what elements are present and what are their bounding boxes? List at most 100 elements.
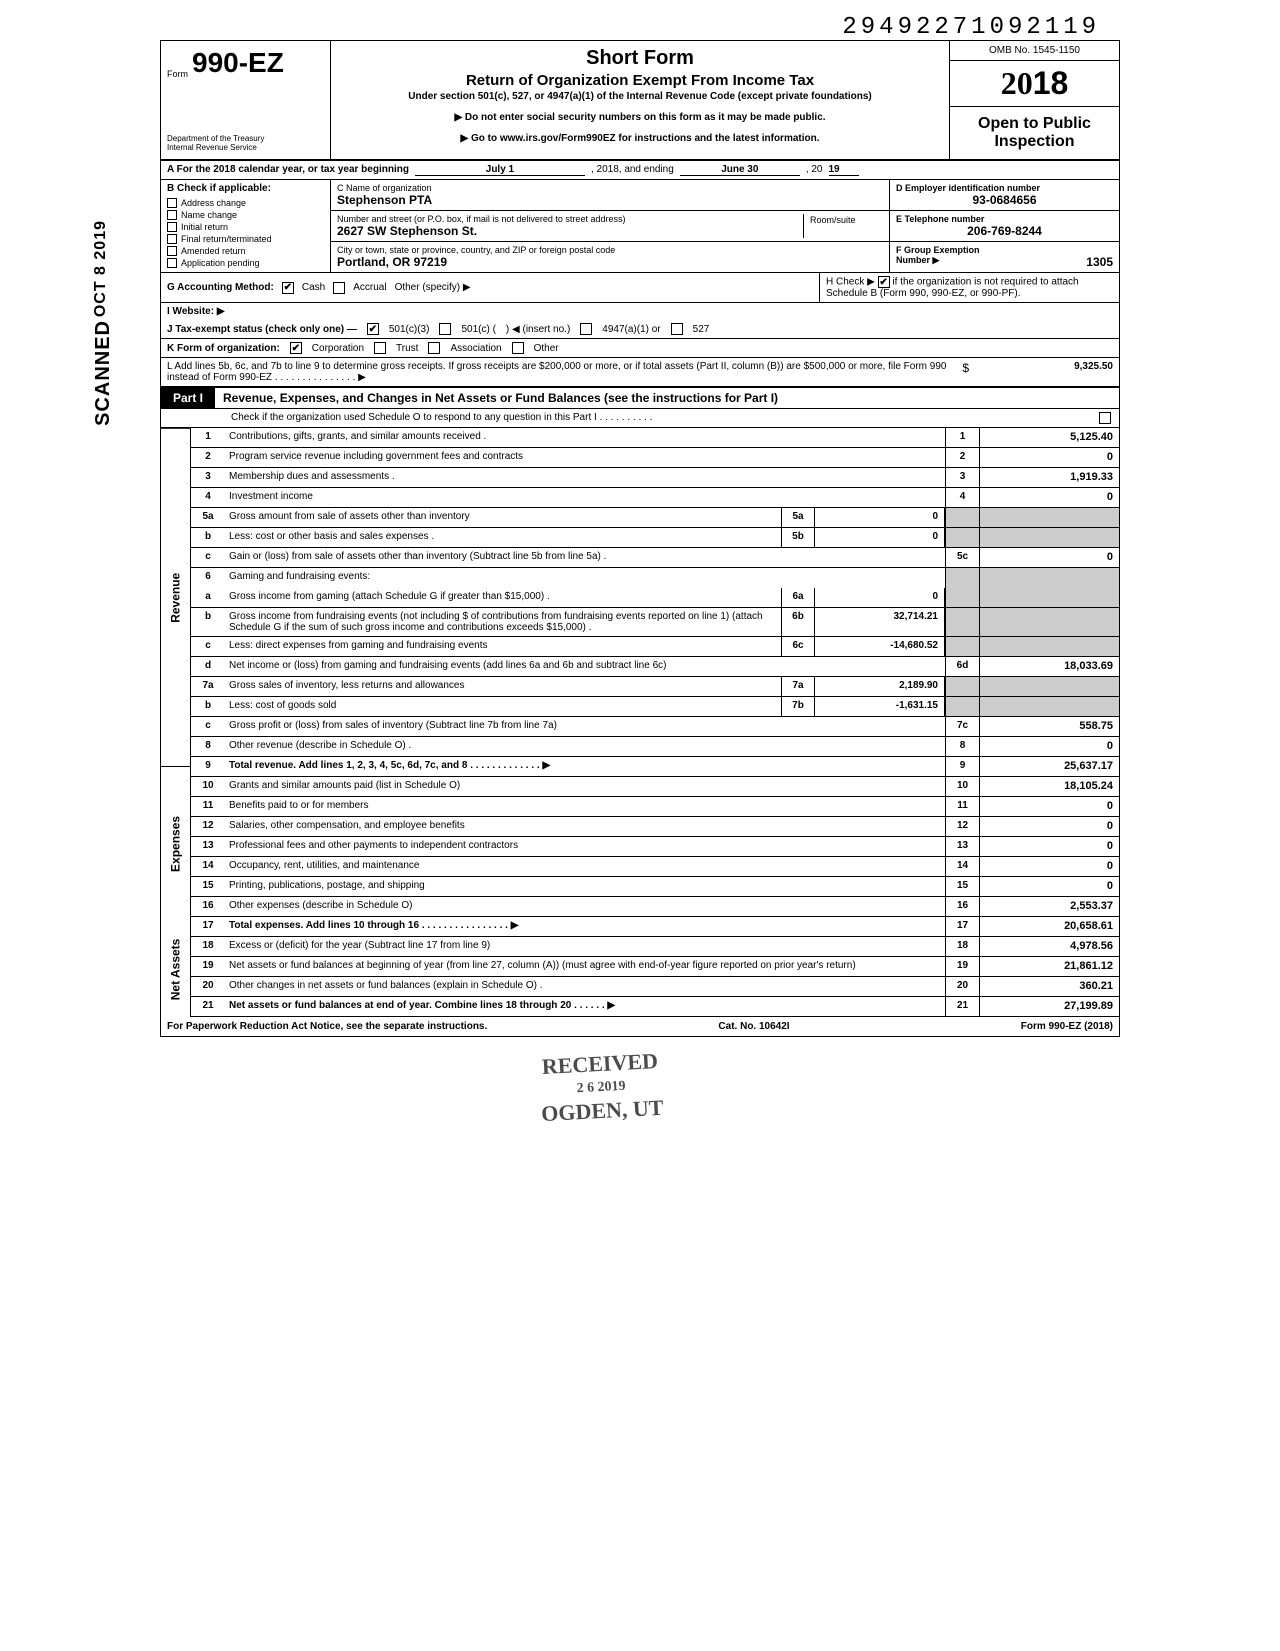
chk-4947[interactable] [580,323,592,335]
lbl-name-change: Name change [181,210,237,220]
line-amt[interactable]: 4,978.56 [979,937,1119,956]
line-amt[interactable]: 0 [979,488,1119,507]
line-row: 11Benefits paid to or for members110 [191,797,1119,817]
line-amt-shaded [979,528,1119,547]
line-amt[interactable]: 0 [979,448,1119,467]
chk-final-return[interactable] [167,234,177,244]
line-amt-shaded [979,608,1119,636]
line-amt[interactable]: 27,199.89 [979,997,1119,1016]
line-amt[interactable]: 0 [979,737,1119,756]
line-amt[interactable]: 2,553.37 [979,897,1119,916]
line-midval[interactable]: 2,189.90 [815,677,945,696]
lbl-corp: Corporation [312,343,364,354]
org-city[interactable]: Portland, OR 97219 [337,255,447,269]
line-midval[interactable]: -1,631.15 [815,697,945,716]
line-desc: Less: cost or other basis and sales expe… [225,528,781,547]
line-amt[interactable]: 21,861.12 [979,957,1119,976]
lbl-assoc: Association [450,343,501,354]
lbl-amended: Amended return [181,246,246,256]
line-row: 5aGross amount from sale of assets other… [191,508,1119,528]
open-inspection: Open to Public Inspection [950,107,1119,159]
chk-address-change[interactable] [167,198,177,208]
addr-label: Number and street (or P.O. box, if mail … [337,214,803,224]
lbl-final-return: Final return/terminated [181,234,272,244]
chk-amended[interactable] [167,246,177,256]
line-desc: Other changes in net assets or fund bala… [225,977,945,996]
chk-initial-return[interactable] [167,222,177,232]
line-row: 3Membership dues and assessments .31,919… [191,468,1119,488]
chk-trust[interactable] [374,342,386,354]
line-midval[interactable]: 0 [815,508,945,527]
phone-value[interactable]: 206-769-8244 [896,224,1113,238]
line-amt[interactable]: 18,105.24 [979,777,1119,796]
line-row: 8Other revenue (describe in Schedule O) … [191,737,1119,757]
chk-name-change[interactable] [167,210,177,220]
group-label2: Number ▶ [896,255,939,269]
line-box: 11 [945,797,979,816]
line-number: 9 [191,757,225,776]
chk-sched-b[interactable]: ✔ [878,276,890,288]
line-row: 17Total expenses. Add lines 10 through 1… [191,917,1119,937]
chk-527[interactable] [671,323,683,335]
line-amt[interactable]: 5,125.40 [979,428,1119,447]
line-number: c [191,717,225,736]
line-amt[interactable]: 360.21 [979,977,1119,996]
line-box: 21 [945,997,979,1016]
line-amt[interactable]: 0 [979,857,1119,876]
line-amt[interactable]: 0 [979,837,1119,856]
chk-sched-o[interactable] [1099,412,1111,424]
line-row: 12Salaries, other compensation, and empl… [191,817,1119,837]
ein-value[interactable]: 93-0684656 [896,193,1113,207]
line-box: 12 [945,817,979,836]
org-name[interactable]: Stephenson PTA [337,193,432,207]
line-midval[interactable]: 0 [815,528,945,547]
stamp-received-date: 2 6 2019 [540,1075,663,1100]
line-amt[interactable]: 558.75 [979,717,1119,736]
line-amt[interactable]: 25,637.17 [979,757,1119,776]
year-begin[interactable]: July 1 [415,164,585,176]
chk-other-org[interactable] [512,342,524,354]
chk-501c3[interactable]: ✔ [367,323,379,335]
line-box: 4 [945,488,979,507]
date-stamp: OCT 8 2019 [92,220,110,317]
line-desc: Other revenue (describe in Schedule O) . [225,737,945,756]
line-amt[interactable]: 0 [979,797,1119,816]
year-yy[interactable]: 19 [829,164,859,176]
chk-assoc[interactable] [428,342,440,354]
line-amt[interactable]: 1,919.33 [979,468,1119,487]
year-end[interactable]: June 30 [680,164,800,176]
line-box-shaded [945,637,979,656]
line-desc: Contributions, gifts, grants, and simila… [225,428,945,447]
line-amt[interactable]: 18,033.69 [979,657,1119,676]
line-row: 13Professional fees and other payments t… [191,837,1119,857]
line-desc: Professional fees and other payments to … [225,837,945,856]
line-desc: Gross amount from sale of assets other t… [225,508,781,527]
line-desc: Salaries, other compensation, and employ… [225,817,945,836]
line-amt[interactable]: 0 [979,817,1119,836]
group-value[interactable]: 1305 [1086,255,1113,269]
line-box: 3 [945,468,979,487]
chk-cash[interactable]: ✔ [282,282,294,294]
form-page: Form 990-EZ Department of the Treasury I… [160,40,1120,1037]
org-addr[interactable]: 2627 SW Stephenson St. [337,224,803,238]
line-desc: Investment income [225,488,945,507]
form-number: 990-EZ [192,47,284,79]
line-number: 8 [191,737,225,756]
chk-accrual[interactable] [333,282,345,294]
line-amt[interactable]: 0 [979,877,1119,896]
omb-number: OMB No. 1545-1150 [950,41,1119,61]
chk-corp[interactable]: ✔ [290,342,302,354]
chk-501c[interactable] [439,323,451,335]
received-stamp: RECEIVED 2 6 2019 OGDEN, UT [538,1047,664,1129]
line-amt[interactable]: 0 [979,548,1119,567]
line-midval[interactable]: 0 [815,588,945,607]
line-number: b [191,608,225,636]
j-label: J Tax-exempt status (check only one) — [167,324,357,335]
line-desc: Net assets or fund balances at end of ye… [225,997,945,1016]
line-midval[interactable]: 32,714.21 [815,608,945,636]
line-midval[interactable]: -14,680.52 [815,637,945,656]
col-c: C Name of organization Stephenson PTA Nu… [331,180,889,272]
chk-app-pending[interactable] [167,258,177,268]
line-row: aGross income from gaming (attach Schedu… [191,588,1119,608]
line-amt[interactable]: 20,658.61 [979,917,1119,936]
